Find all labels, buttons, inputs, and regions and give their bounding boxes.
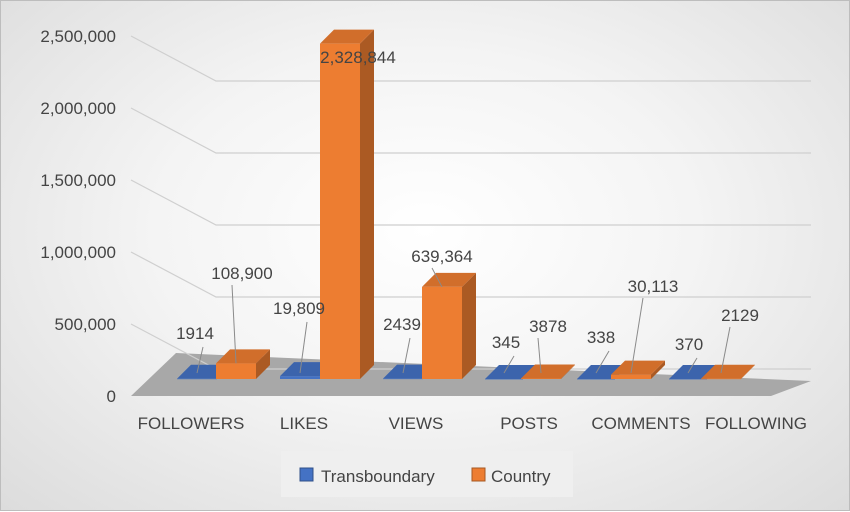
- legend: Transboundary Country: [299, 467, 551, 486]
- bar-top: [521, 364, 575, 379]
- category-label: LIKES: [280, 414, 328, 433]
- bar-front: [577, 378, 615, 380]
- leader-line: [299, 321, 308, 374]
- bar-side: [462, 272, 476, 379]
- bar-front: [485, 378, 523, 380]
- gridline: [130, 251, 811, 298]
- x-axis-categories: FOLLOWERS LIKES VIEWS POSTS COMMENTS FOLLOWIN…: [138, 414, 807, 433]
- bar-front: [422, 286, 462, 379]
- data-label: 1914: [176, 324, 214, 343]
- bar-front: [216, 363, 256, 379]
- data-label: 2,328,844: [320, 48, 396, 67]
- gridline: [130, 107, 811, 154]
- bars: [177, 29, 755, 380]
- bar-front: [280, 376, 320, 379]
- bar-front: [320, 43, 360, 380]
- leader-line: [196, 346, 204, 374]
- data-label: 2439: [383, 315, 421, 334]
- data-label: 108,900: [211, 264, 272, 283]
- category-label: VIEWS: [389, 414, 444, 433]
- bar-front: [611, 374, 651, 379]
- legend-label: Country: [491, 467, 551, 486]
- leader-line: [503, 355, 515, 374]
- bar-side: [741, 364, 755, 379]
- legend-box: [281, 451, 573, 497]
- gridline: [130, 35, 811, 82]
- bar-front: [521, 378, 561, 379]
- category-label: FOLLOWING: [705, 414, 807, 433]
- bar-front: [383, 378, 423, 380]
- bar-front: [177, 378, 217, 380]
- y-tick-label: 1,000,000: [40, 243, 116, 262]
- bar-top: [422, 272, 476, 287]
- data-label: 338: [587, 328, 615, 347]
- y-tick-label: 2,500,000: [40, 27, 116, 46]
- bar: [521, 364, 575, 379]
- leader-line: [537, 337, 542, 374]
- bar: [320, 29, 374, 380]
- data-label: 639,364: [411, 247, 472, 266]
- category-label: COMMENTS: [591, 414, 690, 433]
- leader-line: [720, 326, 731, 374]
- bar-top: [701, 364, 755, 379]
- data-label: 3878: [529, 317, 567, 336]
- bar-side: [651, 360, 665, 379]
- bar: [216, 349, 270, 379]
- bar-side: [360, 29, 374, 380]
- bar-top: [216, 349, 270, 364]
- bar-top: [320, 29, 374, 44]
- data-label: 345: [492, 333, 520, 352]
- leader-line: [687, 357, 698, 374]
- bar-front: [701, 378, 741, 380]
- leader-line: [431, 267, 443, 288]
- category-label: POSTS: [500, 414, 558, 433]
- y-tick-label: 0: [107, 387, 116, 406]
- data-label: 2129: [721, 306, 759, 325]
- leader-line: [231, 284, 237, 364]
- leader-line: [595, 350, 610, 374]
- legend-swatch: [299, 467, 314, 482]
- data-label: 19,809: [273, 299, 325, 318]
- bar-side: [561, 364, 575, 379]
- y-tick-label: 1,500,000: [40, 171, 116, 190]
- legend-swatch: [471, 467, 486, 482]
- legend-label: Transboundary: [321, 467, 435, 486]
- data-label: 370: [675, 335, 703, 354]
- bar: [611, 360, 665, 379]
- leader-line: [402, 337, 411, 374]
- bar-top: [611, 360, 665, 375]
- bar: [701, 364, 755, 380]
- category-label: FOLLOWERS: [138, 414, 245, 433]
- data-label: 30,113: [628, 277, 679, 296]
- y-tick-label: 500,000: [55, 315, 116, 334]
- bar-front: [669, 378, 707, 380]
- bar-side: [256, 349, 270, 379]
- gridline: [130, 179, 811, 226]
- leader-line: [630, 297, 644, 374]
- y-tick-label: 2,000,000: [40, 99, 116, 118]
- y-axis-ticks: 0 500,000 1,000,000 1,500,000 2,000,000 2,500…: [40, 27, 116, 406]
- bar: [422, 272, 476, 379]
